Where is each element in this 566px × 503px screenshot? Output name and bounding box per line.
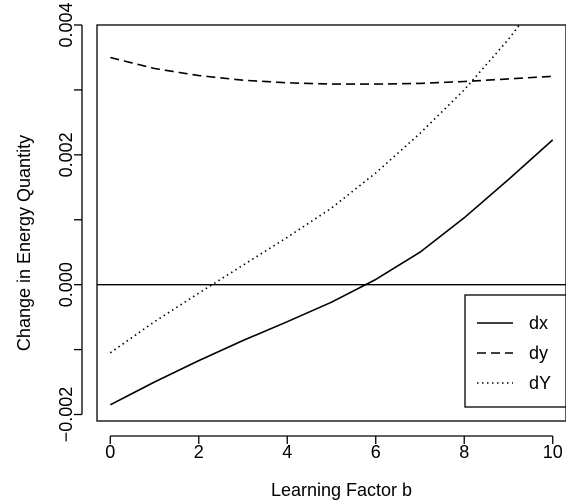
series-group (109, 25, 554, 406)
y-tick-label: 0.002 (56, 132, 76, 177)
axes: 0 2 4 6 8 10 −0.002 0.000 0.002 0.004 (56, 2, 563, 462)
legend-box (464, 294, 566, 408)
legend-label-dx: dx (529, 313, 548, 333)
y-tick-label: −0.002 (56, 387, 76, 443)
legend-label-dy: dy (529, 343, 548, 363)
x-tick-label: 6 (371, 442, 381, 462)
plot-area (96, 24, 566, 422)
series-line-dx (109, 139, 554, 406)
x-tick-label: 10 (543, 442, 563, 462)
legend: dx dy dY (464, 294, 566, 408)
x-axis-title: Learning Factor b (271, 480, 412, 500)
y-tick-label: 0.000 (56, 262, 76, 307)
plot-frame (96, 24, 566, 422)
series-line-dy (110, 56, 553, 85)
legend-label-dY: dY (529, 373, 551, 393)
y-tick-label: 0.004 (56, 2, 76, 47)
x-tick-label: 0 (105, 442, 115, 462)
y-axis-title: Change in Energy Quantity (14, 135, 34, 351)
x-tick-label: 8 (459, 442, 469, 462)
x-tick-label: 2 (194, 442, 204, 462)
x-tick-label: 4 (282, 442, 292, 462)
